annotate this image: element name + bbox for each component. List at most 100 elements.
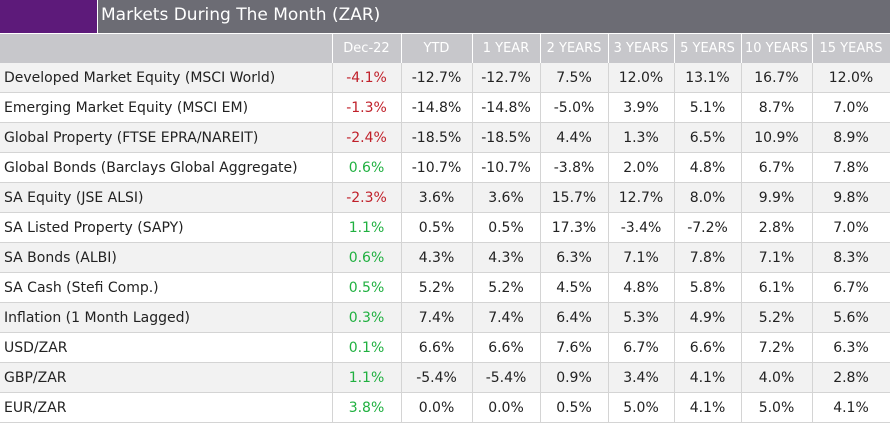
return-cell: 13.1% [674,63,742,93]
monthly-return-cell: -2.4% [332,122,402,153]
header-label-cell [0,33,333,63]
return-cell: 4.1% [812,392,890,423]
return-cell: -5.4% [472,362,541,393]
return-cell: 9.9% [741,182,813,213]
return-cell: 7.6% [540,332,609,363]
monthly-return-cell: 1.1% [332,212,402,243]
row-label: GBP/ZAR [0,362,333,393]
return-cell: 12.0% [608,63,675,93]
return-cell: 5.2% [472,272,541,303]
return-cell: 2.8% [741,212,813,243]
return-cell: -12.7% [472,63,541,93]
return-cell: 16.7% [741,63,813,93]
row-label: SA Listed Property (SAPY) [0,212,333,243]
monthly-return-cell: 0.6% [332,152,402,183]
return-cell: 4.8% [608,272,675,303]
row-label: SA Equity (JSE ALSI) [0,182,333,213]
return-cell: 7.0% [812,212,890,243]
return-cell: 5.8% [674,272,742,303]
monthly-return-cell: -2.3% [332,182,402,213]
return-cell: 3.9% [608,92,675,123]
return-cell: 6.6% [674,332,742,363]
return-cell: 5.1% [674,92,742,123]
return-cell: 7.1% [608,242,675,273]
return-cell: 7.0% [812,92,890,123]
return-cell: -10.7% [472,152,541,183]
column-header: 3 YEARS [608,33,675,63]
row-label: Emerging Market Equity (MSCI EM) [0,92,333,123]
return-cell: 4.9% [674,302,742,333]
column-header: Dec-22 [332,33,402,63]
row-label: EUR/ZAR [0,392,333,423]
return-cell: 4.3% [472,242,541,273]
table-row: Developed Market Equity (MSCI World) -4.1… [0,63,890,93]
return-cell: -3.4% [608,212,675,243]
monthly-return-cell: 0.5% [332,272,402,303]
row-label: Global Bonds (Barclays Global Aggregate) [0,152,333,183]
monthly-return-cell: 0.1% [332,332,402,363]
return-cell: 6.4% [540,302,609,333]
monthly-return-cell: 0.6% [332,242,402,273]
markets-table: Dec-22 YTD 1 YEAR 2 YEARS 3 YEARS 5 YEARS 10 Y… [0,33,890,423]
table-row: SA Cash (Stefi Comp.) 0.5% 5.2% 5.2% 4.5% 4.8… [0,272,890,303]
column-header: YTD [401,33,473,63]
column-header: 10 YEARS [741,33,813,63]
table-row: SA Bonds (ALBI) 0.6% 4.3% 4.3% 6.3% 7.1% 7.8% 7… [0,242,890,273]
return-cell: 17.3% [540,212,609,243]
column-header: 5 YEARS [674,33,742,63]
return-cell: 0.5% [472,212,541,243]
row-label: Global Property (FTSE EPRA/NAREIT) [0,122,333,153]
return-cell: 7.4% [401,302,473,333]
column-header: 15 YEARS [812,33,890,63]
return-cell: 4.1% [674,362,742,393]
return-cell: -18.5% [472,122,541,153]
return-cell: 12.0% [812,63,890,93]
return-cell: -12.7% [401,63,473,93]
return-cell: 0.0% [401,392,473,423]
return-cell: 0.0% [472,392,541,423]
monthly-return-cell: 1.1% [332,362,402,393]
title-bar: Markets During The Month (ZAR) [0,0,890,33]
table-title: Markets During The Month (ZAR) [101,5,381,25]
table-row: SA Equity (JSE ALSI) -2.3% 3.6% 3.6% 15.7% 12… [0,182,890,213]
return-cell: 8.9% [812,122,890,153]
return-cell: 5.0% [741,392,813,423]
column-header: 2 YEARS [540,33,609,63]
return-cell: 10.9% [741,122,813,153]
return-cell: 6.1% [741,272,813,303]
return-cell: -10.7% [401,152,473,183]
return-cell: 8.7% [741,92,813,123]
return-cell: -7.2% [674,212,742,243]
table-row: Inflation (1 Month Lagged) 0.3% 7.4% 7.4% 6.… [0,302,890,333]
return-cell: 7.1% [741,242,813,273]
monthly-return-cell: 0.3% [332,302,402,333]
table-row: Emerging Market Equity (MSCI EM) -1.3% -14… [0,92,890,123]
return-cell: 9.8% [812,182,890,213]
return-cell: 6.6% [401,332,473,363]
row-label: Developed Market Equity (MSCI World) [0,63,333,93]
return-cell: 7.4% [472,302,541,333]
return-cell: 4.5% [540,272,609,303]
return-cell: 6.7% [741,152,813,183]
return-cell: 4.3% [401,242,473,273]
return-cell: 5.2% [401,272,473,303]
return-cell: 3.6% [401,182,473,213]
return-cell: 7.5% [540,63,609,93]
return-cell: 3.6% [472,182,541,213]
return-cell: 5.6% [812,302,890,333]
return-cell: 4.0% [741,362,813,393]
return-cell: -5.4% [401,362,473,393]
table-row: USD/ZAR 0.1% 6.6% 6.6% 7.6% 6.7% 6.6% 7.2% 6.3% [0,332,890,363]
return-cell: 0.5% [540,392,609,423]
return-cell: 6.3% [540,242,609,273]
row-label: USD/ZAR [0,332,333,363]
return-cell: 15.7% [540,182,609,213]
column-header: 1 YEAR [472,33,541,63]
return-cell: -3.8% [540,152,609,183]
table-row: Global Bonds (Barclays Global Aggregate)… [0,152,890,183]
return-cell: 2.8% [812,362,890,393]
return-cell: 4.8% [674,152,742,183]
table-row: EUR/ZAR 3.8% 0.0% 0.0% 0.5% 5.0% 4.1% 5.0% 4.1% [0,392,890,423]
return-cell: -14.8% [472,92,541,123]
